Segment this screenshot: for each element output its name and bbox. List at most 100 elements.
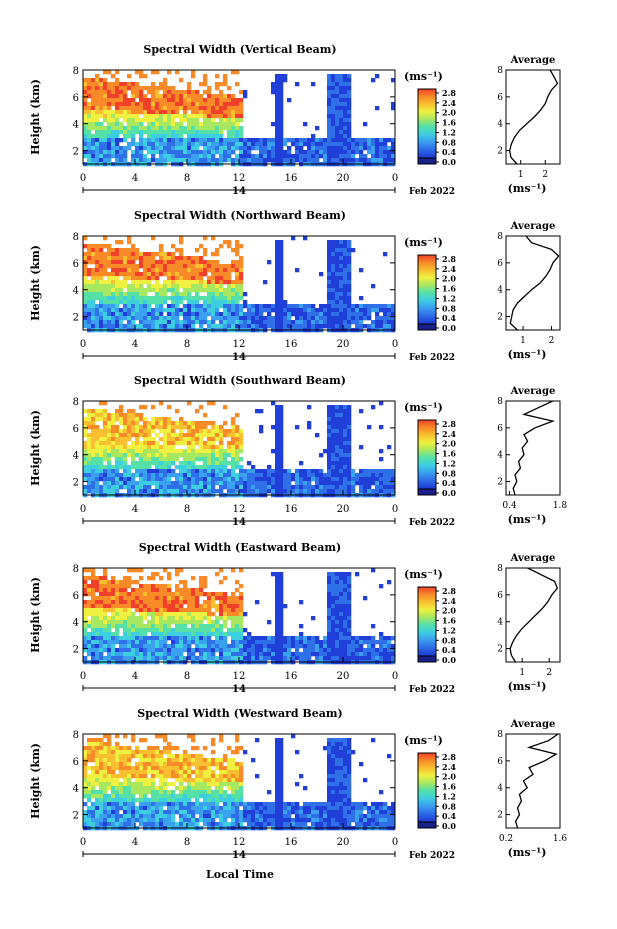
colorbar: [417, 419, 437, 496]
average-x-tick-label: 2: [542, 170, 548, 180]
y-tick-label: 2: [73, 645, 79, 656]
average-y-tick-label: 2: [497, 147, 503, 157]
x-tick-label: 8: [184, 671, 190, 682]
colorbar: [417, 586, 437, 663]
colorbar-tick-label: 2.8: [442, 752, 456, 762]
colorbar-tick-label: 1.6: [442, 782, 456, 792]
colorbar-tick-label: 0.4: [442, 478, 456, 488]
average-profile-line: [509, 235, 560, 331]
colorbar-tick-label: 0.4: [442, 645, 456, 655]
average-profile-line: [512, 400, 556, 496]
average-x-tick-label: 0.2: [499, 834, 513, 844]
x-axis-label: Local Time: [206, 868, 274, 881]
x-tick-label: 0: [80, 671, 86, 682]
colorbar-tick-label: 0.8: [442, 801, 456, 811]
x-tick-label: 20: [337, 339, 350, 350]
y-tick-label: 8: [73, 397, 79, 408]
average-frame: [505, 235, 561, 331]
average-y-tick-label: 2: [497, 478, 503, 488]
x-tick-label: 4: [132, 837, 138, 848]
colorbar-unit: (ms⁻¹): [404, 401, 443, 414]
average-x-tick-label: 1: [519, 668, 525, 678]
x-tick-label: 20: [337, 671, 350, 682]
panel-3: Spectral Width (Eastward Beam) 2 4 6 8 Height…: [29, 541, 561, 695]
colorbar-bottom: [417, 488, 437, 496]
date-label: 14: [232, 850, 246, 861]
colorbar-bottom: [417, 821, 437, 829]
average-x-label: (ms⁻¹): [508, 846, 547, 859]
average-x-label: (ms⁻¹): [508, 182, 547, 195]
average-y-tick-label: 6: [497, 591, 503, 601]
x-tick-label: 8: [184, 173, 190, 184]
y-tick-label: 8: [73, 564, 79, 575]
x-tick-label: 16: [285, 173, 298, 184]
average-y-tick-label: 4: [497, 286, 503, 296]
colorbar-tick-label: 2.0: [442, 606, 456, 616]
x-tick-label: 16: [285, 837, 298, 848]
colorbar-tick-label: 0.4: [442, 811, 456, 821]
colorbar-tick-label: 2.8: [442, 586, 456, 596]
date-label: 14: [232, 352, 246, 363]
y-tick-label: 6: [73, 757, 79, 768]
x-tick-label: 16: [285, 504, 298, 515]
average-y-tick-label: 6: [497, 93, 503, 103]
average-profile-line: [514, 733, 559, 829]
x-tick-label: 4: [132, 671, 138, 682]
x-tick-label: 0: [80, 173, 86, 184]
x-tick-label: 0: [392, 671, 398, 682]
average-y-tick-label: 2: [497, 811, 503, 821]
colorbar-bottom: [417, 157, 437, 165]
average-title: Average: [510, 719, 556, 730]
panel-0: Spectral Width (Vertical Beam) 2 4 6 8 Height…: [29, 43, 561, 197]
y-tick-label: 2: [73, 478, 79, 489]
x-tick-label: 0: [80, 339, 86, 350]
y-tick-label: 6: [73, 424, 79, 435]
month-label: Feb 2022: [409, 353, 455, 363]
average-x-label: (ms⁻¹): [508, 513, 547, 526]
y-tick-label: 4: [73, 120, 79, 131]
x-tick-label: 12: [233, 671, 246, 682]
y-axis-label: Height (km): [29, 245, 42, 321]
average-title: Average: [510, 553, 556, 564]
colorbar-tick-label: 0.0: [442, 157, 456, 167]
x-tick-label: 4: [132, 173, 138, 184]
colorbar-unit: (ms⁻¹): [404, 734, 443, 747]
colorbar-tick-label: 1.2: [442, 458, 456, 468]
colorbar-tick-label: 1.2: [442, 293, 456, 303]
colorbar-tick-label: 0.0: [442, 323, 456, 333]
x-tick-label: 4: [132, 339, 138, 350]
colorbar-tick-label: 1.2: [442, 625, 456, 635]
average-title: Average: [510, 55, 556, 66]
average-x-tick-label: 1: [520, 336, 526, 346]
average-y-tick-label: 2: [497, 313, 503, 323]
panel-title: Spectral Width (Westward Beam): [137, 707, 342, 720]
average-frame: [505, 567, 561, 663]
x-tick-label: 8: [184, 504, 190, 515]
average-y-tick-label: 4: [497, 618, 503, 628]
average-x-label: (ms⁻¹): [508, 680, 547, 693]
colorbar-tick-label: 2.4: [442, 98, 456, 108]
average-x-tick-label: 1: [518, 170, 524, 180]
colorbar-tick-label: 2.4: [442, 429, 456, 439]
x-tick-label: 20: [337, 504, 350, 515]
colorbar-tick-label: 2.8: [442, 88, 456, 98]
heatmap-cells: [83, 70, 396, 167]
y-axis-label: Height (km): [29, 79, 42, 155]
colorbar-tick-label: 0.8: [442, 303, 456, 313]
colorbar-tick-label: 2.0: [442, 772, 456, 782]
x-tick-label: 16: [285, 671, 298, 682]
panel-title: Spectral Width (Vertical Beam): [143, 43, 336, 56]
average-y-tick-label: 6: [497, 259, 503, 269]
month-label: Feb 2022: [409, 187, 455, 197]
panel-4: Spectral Width (Westward Beam) 2 4 6 8 Height…: [29, 707, 567, 861]
colorbar-tick-label: 2.4: [442, 596, 456, 606]
colorbar: [417, 254, 437, 331]
colorbar-unit: (ms⁻¹): [404, 568, 443, 581]
average-y-tick-label: 6: [497, 757, 503, 767]
colorbar-tick-label: 2.4: [442, 264, 456, 274]
x-tick-label: 0: [392, 837, 398, 848]
average-x-label: (ms⁻¹): [508, 348, 547, 361]
colorbar-bottom: [417, 655, 437, 663]
colorbar-bottom: [417, 323, 437, 331]
